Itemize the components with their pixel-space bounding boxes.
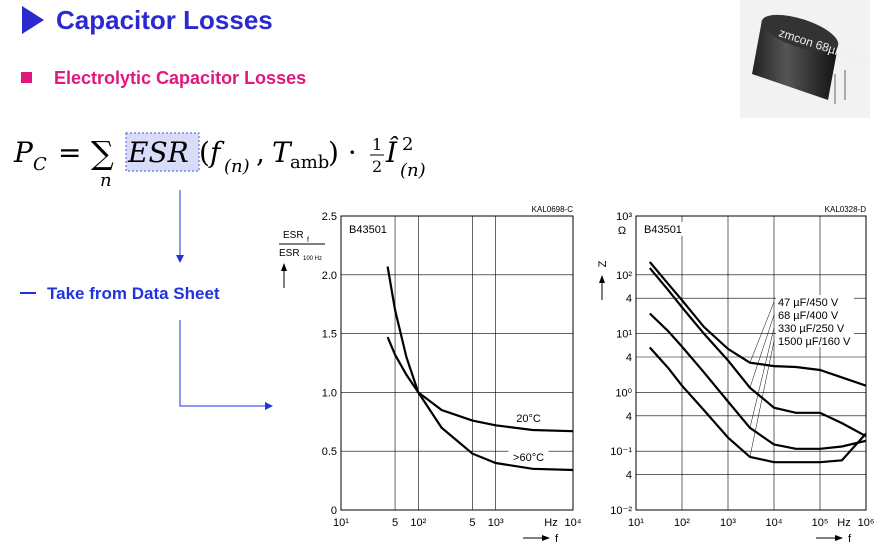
- x-tick-label: 10⁴: [565, 517, 582, 529]
- formula-part: C: [33, 154, 47, 175]
- x-tick-label: 10³: [720, 517, 736, 529]
- y-tick-label: 1.5: [322, 329, 337, 341]
- y-tick-label: 0: [331, 505, 337, 517]
- series-line: [386, 266, 574, 472]
- formula-part: f: [208, 136, 225, 169]
- legend-label: 330 µF/250 V: [778, 323, 845, 335]
- label-bg: [508, 449, 549, 463]
- series-line: [648, 261, 867, 387]
- y-tick-label: 4: [626, 470, 632, 482]
- title: Capacitor Losses: [56, 5, 273, 35]
- y-tick-label: 2.5: [322, 211, 337, 223]
- label-bg: [776, 295, 854, 308]
- note: Take from Data Sheet: [47, 284, 220, 303]
- x-tick-label: 10⁵: [812, 517, 829, 529]
- formula-part: n: [100, 170, 112, 191]
- leader-line: [749, 327, 775, 428]
- series-line: [648, 346, 867, 464]
- formula-part: ,: [256, 136, 265, 169]
- y-tick-label: 4: [626, 293, 632, 305]
- x-tick-label: 10³: [488, 517, 504, 529]
- chart-code: KAL0698-C: [532, 205, 574, 214]
- y-tick-label: 4: [626, 352, 632, 364]
- formula-part: ∑: [91, 134, 114, 172]
- chart: 0 0.5 1.0 1.5 2.0 2.5 10¹ 5 10² 5 10³ 10⁴ Hz f KAL0698…: [279, 205, 582, 545]
- title-bullet: [22, 6, 44, 34]
- plot-frame: [635, 215, 867, 511]
- chart-code: KAL0328-D: [825, 205, 867, 214]
- x-tick-label: 10⁶: [858, 517, 875, 529]
- series-title: B43501: [349, 224, 387, 236]
- formula-part: =: [58, 136, 81, 169]
- y-label: ESR: [279, 248, 300, 259]
- connector: [179, 320, 273, 410]
- y-tick-label: 4: [626, 411, 632, 423]
- series-line: [386, 336, 574, 433]
- y-label: ESR: [283, 230, 304, 241]
- y-tick-label: 10¹: [616, 329, 632, 341]
- formula-part: 2: [372, 157, 382, 176]
- y-tick-label: 10⁻¹: [610, 446, 632, 458]
- label-bg: [776, 321, 854, 334]
- formula: P C = ∑ n ESR ( f (n) , T amb ) · 1 2 Î …: [13, 132, 426, 191]
- legend-label: 1500 µF/160 V: [778, 336, 851, 348]
- formula-part: (n): [224, 156, 250, 177]
- legend-label: 47 µF/450 V: [778, 297, 839, 309]
- x-label: f: [555, 533, 559, 545]
- x-tick-label: 10¹: [628, 517, 644, 529]
- capacitor-photo: zmcon 68µF450v: [740, 0, 870, 118]
- y-tick-label: 10⁰: [615, 387, 632, 399]
- label-bg: [345, 222, 393, 236]
- label-bg: [640, 222, 688, 236]
- x-tick-label: 10²: [410, 517, 426, 529]
- leader-line: [749, 301, 775, 363]
- y-tick-label: 1.0: [322, 387, 337, 399]
- formula-part: (: [199, 136, 210, 169]
- y-label: Z: [597, 260, 609, 267]
- legend-label: 68 µF/400 V: [778, 310, 839, 322]
- y-tick-label: 10³: [616, 211, 632, 223]
- x-tick-label: 10¹: [333, 517, 349, 529]
- label-bg: [508, 411, 549, 425]
- plot-frame: [340, 215, 574, 511]
- series-label: >60°C: [513, 452, 544, 464]
- x-tick-label: 10⁴: [766, 517, 783, 529]
- subtitle: Electrolytic Capacitor Losses: [54, 68, 306, 88]
- label-bg: [776, 334, 854, 347]
- x-tick-label: 5: [469, 517, 475, 529]
- formula-part: amb: [290, 152, 329, 173]
- label-bg: [776, 308, 854, 321]
- subtitle-bullet: [21, 72, 32, 83]
- x-unit: Hz: [837, 517, 850, 529]
- y-label: 100 Hz: [303, 256, 322, 262]
- formula-part: (n): [400, 160, 426, 181]
- y-tick-label: 0.5: [322, 446, 337, 458]
- formula-part: 1: [372, 135, 382, 154]
- x-tick-label: 10²: [674, 517, 690, 529]
- formula-part: ) ·: [328, 136, 357, 169]
- y-tick-label: 10⁻²: [610, 505, 632, 517]
- formula-part: Î: [385, 136, 399, 169]
- y-tick-label: 10²: [616, 270, 632, 282]
- series-label: 20°C: [516, 413, 541, 425]
- y-unit: Ω: [618, 225, 626, 237]
- x-tick-label: 5: [392, 517, 398, 529]
- formula-part: P: [13, 136, 34, 169]
- series-line: [649, 312, 867, 450]
- formula-part: T: [272, 136, 293, 169]
- leader-line: [749, 314, 775, 388]
- series-title: B43501: [644, 224, 682, 236]
- highlight: [125, 132, 200, 172]
- formula-part: 2: [402, 134, 413, 155]
- x-label: f: [848, 533, 852, 545]
- leader-line: [749, 340, 775, 457]
- x-unit: Hz: [544, 517, 557, 529]
- y-tick-label: 2.0: [322, 270, 337, 282]
- formula-part: ESR: [127, 136, 189, 169]
- y-label: f: [307, 237, 309, 244]
